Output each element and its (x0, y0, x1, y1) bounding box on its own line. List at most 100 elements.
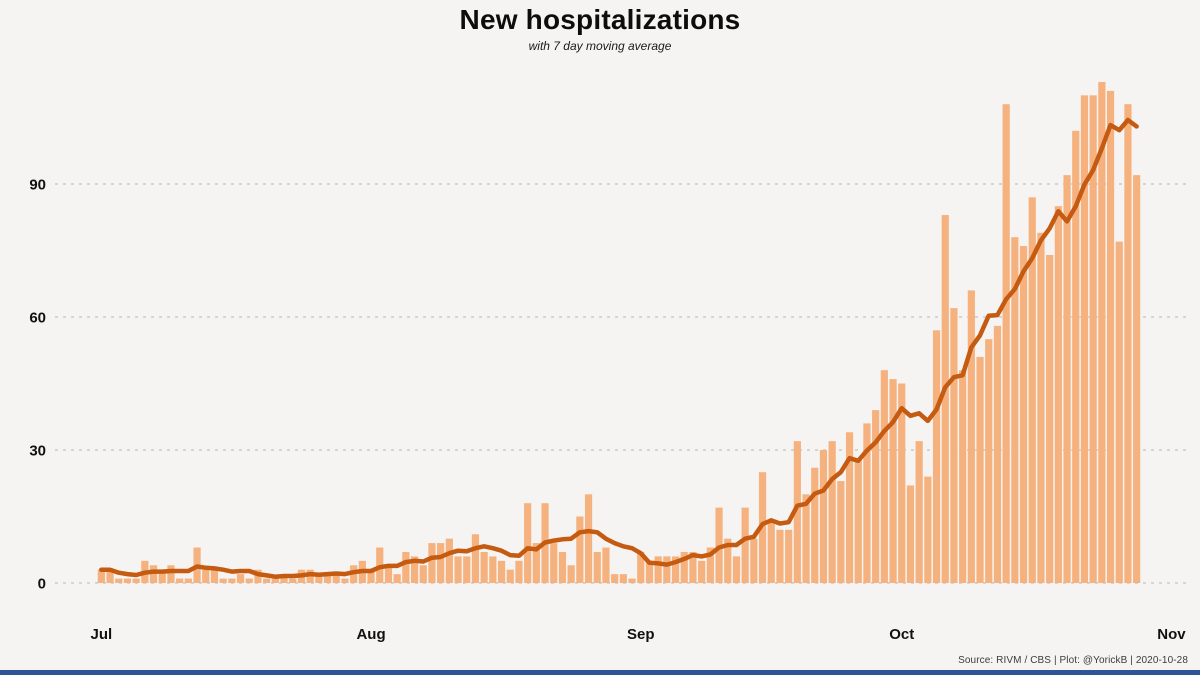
bar (558, 551, 567, 583)
bar (228, 578, 236, 583)
bar (654, 556, 662, 583)
bar (671, 556, 680, 583)
bar (993, 325, 1002, 583)
bar (471, 534, 480, 583)
bar (985, 339, 993, 583)
bar (698, 560, 706, 583)
bar (332, 574, 340, 583)
bar (280, 574, 288, 583)
bar (115, 578, 123, 583)
source-note: Source: RIVM / CBS | Plot: @YorickB | 20… (958, 655, 1188, 666)
y-tick-label: 30 (29, 443, 46, 460)
bar (480, 551, 488, 583)
bar (97, 569, 105, 583)
bar (384, 565, 393, 583)
bar (584, 494, 593, 583)
bar (611, 574, 619, 583)
bar (959, 370, 967, 583)
bar (819, 450, 828, 583)
bar (263, 578, 271, 583)
bar (1106, 90, 1115, 584)
bar (1046, 254, 1054, 583)
bar (628, 578, 636, 583)
bar (776, 529, 784, 583)
bar (1037, 232, 1045, 583)
bar (863, 423, 871, 583)
bar (637, 551, 645, 583)
bar (741, 507, 749, 583)
bar (367, 569, 375, 583)
bar (550, 543, 558, 583)
bar (167, 565, 175, 583)
bar (689, 551, 697, 583)
bar (410, 556, 419, 583)
moving-average-line (99, 117, 1139, 579)
month-label: Nov (1157, 626, 1186, 643)
bar (210, 569, 219, 583)
bar (1019, 246, 1028, 584)
bar (967, 290, 975, 583)
bar (454, 556, 462, 583)
bar (793, 441, 801, 583)
bar (1028, 197, 1036, 584)
bar (785, 529, 793, 583)
bar (393, 574, 401, 583)
bar (906, 485, 915, 583)
bar (811, 467, 819, 583)
bar (315, 574, 323, 583)
y-tick-label: 90 (29, 177, 46, 194)
chart-subtitle: with 7 day moving average (528, 39, 672, 53)
bar (497, 560, 506, 583)
bar (123, 578, 132, 583)
bar (289, 578, 297, 583)
bar (402, 551, 410, 583)
bar (1054, 206, 1062, 583)
bar (950, 308, 958, 583)
bar (663, 556, 671, 583)
month-label: Aug (356, 626, 385, 643)
bar (428, 543, 436, 583)
bar (1072, 130, 1080, 584)
bar (602, 547, 610, 583)
bar (1133, 175, 1141, 583)
bar (732, 556, 741, 583)
bar (271, 578, 279, 583)
bar (445, 538, 453, 583)
bar (184, 578, 192, 583)
bar (1002, 104, 1010, 583)
chart-title: New hospitalizations (459, 4, 741, 35)
bar (149, 565, 158, 583)
bar (176, 578, 184, 583)
bar (323, 574, 332, 583)
bar (619, 574, 627, 583)
bar (645, 560, 654, 583)
bar (924, 476, 932, 583)
bar (724, 538, 732, 583)
bar (236, 574, 245, 583)
bar (567, 565, 575, 583)
bar (1063, 175, 1071, 583)
bar (680, 551, 688, 583)
bar (158, 569, 166, 583)
bar (463, 556, 471, 583)
bar (1115, 241, 1123, 583)
bar (1089, 95, 1097, 583)
bar (1124, 104, 1132, 583)
bar (845, 432, 854, 583)
bar (915, 441, 923, 583)
bar (1080, 95, 1089, 583)
bar (219, 578, 227, 583)
y-tick-label: 0 (38, 576, 46, 593)
bar (532, 543, 540, 583)
bar (1011, 237, 1019, 583)
bar (750, 538, 758, 583)
month-label: Sep (627, 626, 655, 643)
bar (802, 494, 810, 583)
month-label: Oct (889, 626, 914, 643)
bar (872, 410, 880, 583)
bar (828, 441, 836, 583)
bar (506, 569, 514, 583)
bar (1098, 82, 1106, 584)
bar (837, 481, 845, 583)
